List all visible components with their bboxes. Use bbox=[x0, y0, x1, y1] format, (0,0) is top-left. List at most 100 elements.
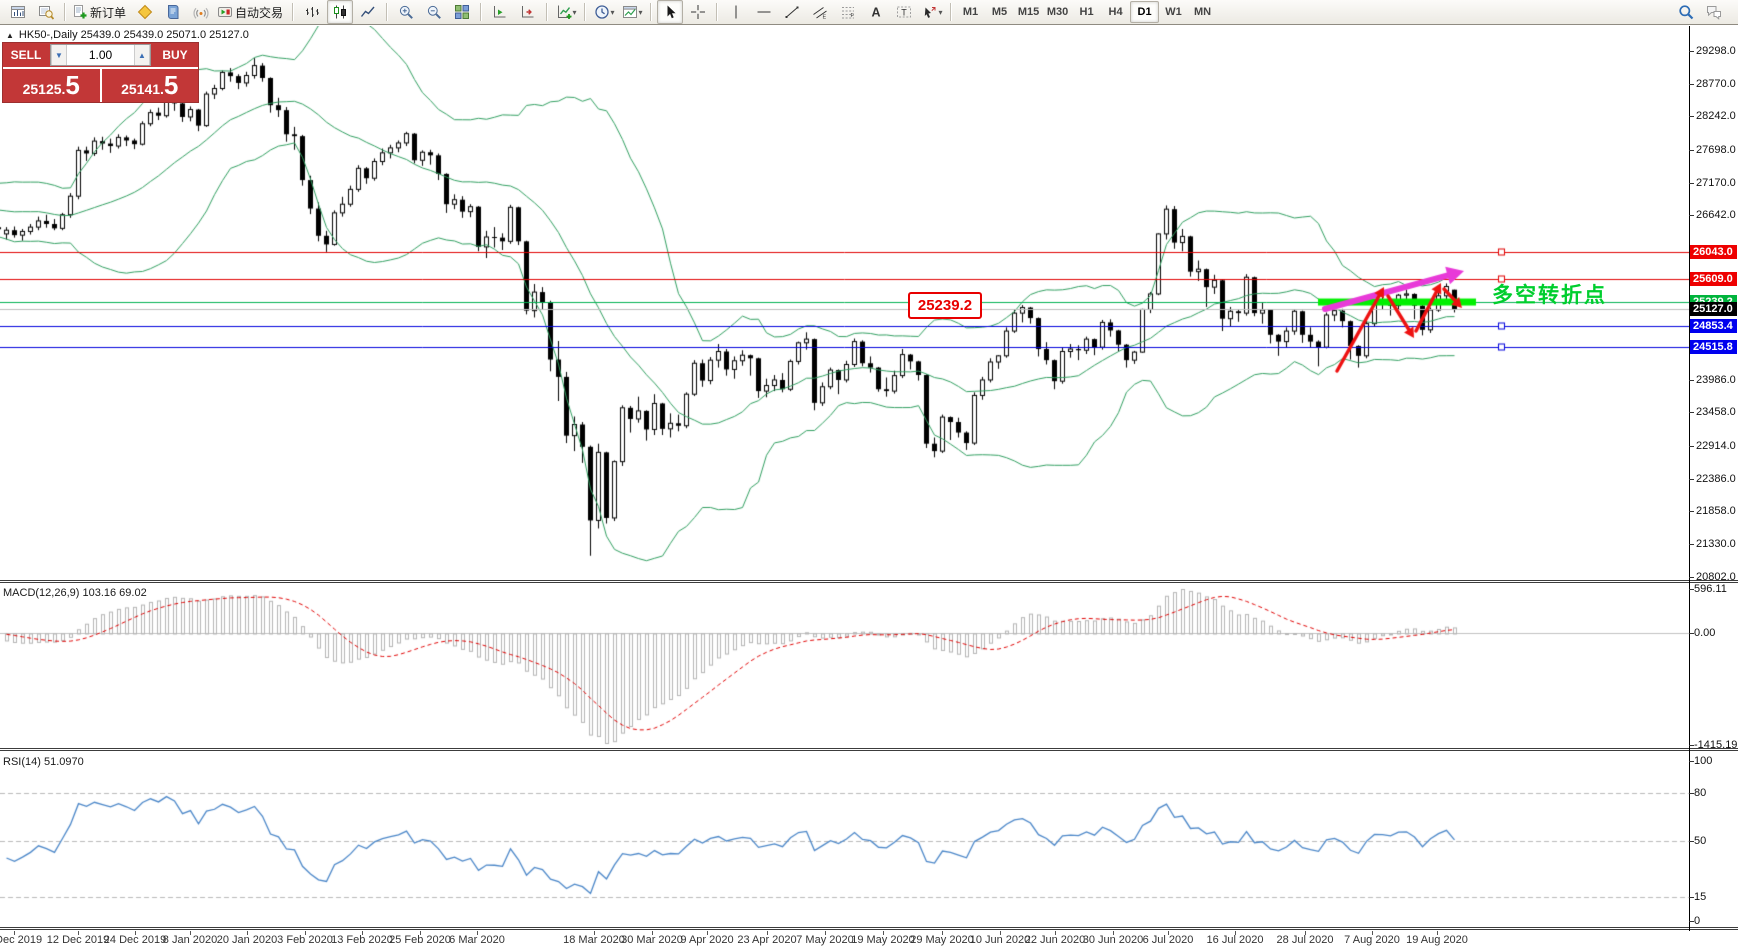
volume-increase-button[interactable]: ▲ bbox=[134, 45, 150, 65]
signals-icon bbox=[193, 4, 209, 20]
profiles-icon bbox=[38, 4, 54, 20]
price-tick-label: 23458.0 bbox=[1696, 406, 1736, 418]
arrows-icon bbox=[922, 4, 938, 20]
chart-shift-button[interactable] bbox=[515, 0, 541, 24]
price-tick-mark bbox=[1689, 577, 1694, 578]
date-label: 7 May 2020 bbox=[796, 934, 854, 946]
price-tick-mark bbox=[1689, 84, 1694, 85]
sell-price-button[interactable]: 25125. 5 bbox=[3, 69, 100, 102]
hline-icon bbox=[756, 4, 772, 20]
date-tick-mark bbox=[825, 931, 826, 935]
text-label-button[interactable]: T bbox=[891, 0, 917, 24]
trendline-button[interactable] bbox=[779, 0, 805, 24]
date-tick-mark bbox=[1235, 931, 1236, 935]
autotrading-button[interactable]: 自动交易 bbox=[216, 0, 287, 24]
pane-separator[interactable] bbox=[0, 748, 1738, 751]
vline-button[interactable] bbox=[723, 0, 749, 24]
new-order-button[interactable]: 新订单 bbox=[71, 0, 130, 24]
rsi-axis-label: 80 bbox=[1694, 787, 1707, 799]
zoom-in-button[interactable] bbox=[393, 0, 419, 24]
price-tick-label: 22386.0 bbox=[1696, 473, 1736, 485]
templates-button[interactable]: ▾ bbox=[619, 0, 645, 24]
price-callout-label[interactable]: 25239.2 bbox=[908, 292, 982, 319]
price-tick-label: 22914.0 bbox=[1696, 440, 1736, 452]
turning-point-label[interactable]: 多空转折点 bbox=[1492, 284, 1607, 307]
indicators-icon bbox=[556, 4, 572, 20]
rsi-label: RSI(14) 51.0970 bbox=[3, 756, 84, 768]
chart-shift-icon bbox=[520, 4, 536, 20]
chat-icon bbox=[1706, 4, 1722, 20]
sell-button[interactable]: SELL bbox=[3, 43, 49, 67]
toolbar-separator bbox=[650, 3, 653, 21]
price-axis-border bbox=[1689, 26, 1690, 931]
rsi-pane-canvas[interactable] bbox=[0, 752, 1689, 927]
timeframe-m5[interactable]: M5 bbox=[991, 6, 1008, 18]
timeframe-d1[interactable]: D1 bbox=[1130, 1, 1160, 23]
buy-price-big-digit: 5 bbox=[163, 70, 179, 100]
price-tick-mark bbox=[1689, 215, 1694, 216]
price-tick-label: 20802.0 bbox=[1696, 571, 1736, 583]
hline-button[interactable] bbox=[751, 0, 777, 24]
volume-decrease-button[interactable]: ▼ bbox=[51, 45, 67, 65]
channel-button[interactable]: E bbox=[807, 0, 833, 24]
codebase-icon bbox=[165, 4, 181, 20]
new-order-label: 新订单 bbox=[90, 5, 127, 20]
bars-chart-icon bbox=[304, 4, 320, 20]
date-label: 18 Mar 2020 bbox=[563, 934, 625, 946]
profiles-button[interactable] bbox=[33, 0, 59, 24]
macd-pane-canvas[interactable] bbox=[0, 584, 1689, 748]
timeframe-h4[interactable]: H4 bbox=[1108, 6, 1123, 18]
buy-price-button[interactable]: 25141. 5 bbox=[99, 69, 198, 102]
date-label: 9 Apr 2020 bbox=[680, 934, 734, 946]
timeframe-m30[interactable]: M30 bbox=[1046, 6, 1069, 18]
text-button[interactable]: A bbox=[863, 0, 889, 24]
tile-windows-icon bbox=[454, 4, 470, 20]
date-label: 13 Feb 2020 bbox=[331, 934, 393, 946]
collapse-panel-icon[interactable]: ▲ bbox=[6, 30, 14, 40]
timeframe-m15[interactable]: M15 bbox=[1017, 6, 1040, 18]
arrows-button[interactable]: ▾ bbox=[919, 0, 945, 24]
tile-windows-button[interactable] bbox=[449, 0, 475, 24]
timeframe-m1[interactable]: M1 bbox=[962, 6, 979, 18]
timeframe-h1[interactable]: H1 bbox=[1079, 6, 1094, 18]
date-tick-mark bbox=[247, 931, 248, 935]
candles-chart-button[interactable] bbox=[327, 0, 354, 24]
periods-button[interactable]: ▾ bbox=[591, 0, 617, 24]
macd-label: MACD(12,26,9) 103.16 69.02 bbox=[3, 587, 147, 599]
price-tick-label: 26642.0 bbox=[1696, 209, 1736, 221]
new-order-icon bbox=[72, 4, 88, 20]
chart-window-button[interactable] bbox=[5, 0, 31, 24]
search-button[interactable] bbox=[1673, 0, 1699, 24]
bars-chart-button[interactable] bbox=[299, 0, 325, 24]
price-tick-mark bbox=[1689, 183, 1694, 184]
cursor-button[interactable] bbox=[657, 0, 684, 24]
signals-button[interactable] bbox=[188, 0, 214, 24]
indicators-button[interactable]: ▾ bbox=[553, 0, 579, 24]
date-tick-mark bbox=[1000, 931, 1001, 935]
market-button[interactable] bbox=[132, 0, 158, 24]
price-tick-label: 23986.0 bbox=[1696, 374, 1736, 386]
toolbar-right-icons bbox=[1672, 0, 1728, 24]
date-tick-mark bbox=[420, 931, 421, 935]
timeframe-w1[interactable]: W1 bbox=[1165, 6, 1182, 18]
buy-button[interactable]: BUY bbox=[152, 43, 198, 67]
line-chart-button[interactable] bbox=[355, 0, 381, 24]
date-tick-mark bbox=[78, 931, 79, 935]
date-tick-mark bbox=[652, 931, 653, 935]
auto-scroll-button[interactable] bbox=[487, 0, 513, 24]
price-chart-canvas[interactable] bbox=[0, 26, 1689, 580]
volume-input[interactable] bbox=[67, 45, 134, 65]
codebase-button[interactable] bbox=[160, 0, 186, 24]
chat-button[interactable] bbox=[1701, 0, 1727, 24]
timeframe-mn[interactable]: MN bbox=[1193, 6, 1212, 18]
date-tick-mark bbox=[1113, 931, 1114, 935]
date-label: 2 Dec 2019 bbox=[0, 934, 43, 946]
fibonacci-icon: F bbox=[840, 4, 856, 20]
date-tick-mark bbox=[767, 931, 768, 935]
autotrading-label: 自动交易 bbox=[235, 5, 284, 20]
fibonacci-button[interactable]: F bbox=[835, 0, 861, 24]
crosshair-button[interactable] bbox=[685, 0, 711, 24]
search-icon bbox=[1678, 4, 1694, 20]
pane-separator[interactable] bbox=[0, 580, 1738, 583]
zoom-out-button[interactable] bbox=[421, 0, 447, 24]
